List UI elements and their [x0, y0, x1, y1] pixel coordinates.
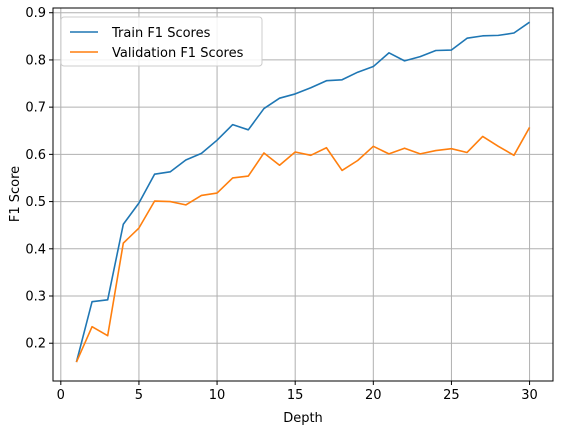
data-point-validation-f1-scores — [263, 152, 265, 154]
data-point-train-f1-scores — [310, 87, 312, 89]
data-point-validation-f1-scores — [185, 204, 187, 206]
data-point-validation-f1-scores — [200, 194, 202, 196]
data-point-validation-f1-scores — [325, 147, 327, 149]
series-line-validation-f1-scores — [75, 127, 531, 363]
data-point-validation-f1-scores — [91, 326, 93, 328]
data-point-train-f1-scores — [388, 52, 390, 54]
data-point-train-f1-scores — [356, 71, 358, 73]
x-axis-label: Depth — [283, 411, 323, 426]
data-point-train-f1-scores — [200, 152, 202, 154]
y-tick-label: 0.6 — [25, 148, 46, 163]
data-point-validation-f1-scores — [481, 135, 483, 137]
legend: Train F1 Scores Validation F1 Scores — [60, 16, 263, 67]
data-point-validation-f1-scores — [310, 154, 312, 156]
data-point-validation-f1-scores — [153, 200, 155, 202]
data-point-train-f1-scores — [294, 93, 296, 95]
y-axis-label: F1 Score — [8, 166, 23, 222]
data-point-validation-f1-scores — [403, 147, 405, 149]
legend-label-validation: Validation F1 Scores — [112, 46, 244, 61]
data-point-validation-f1-scores — [388, 153, 390, 155]
x-tick-label: 15 — [287, 388, 304, 403]
data-point-train-f1-scores — [435, 49, 437, 51]
axis-ticks: 0 5 10 15 20 25 30 0.2 0.3 0.4 0.5 0.6 0.7 0.8 0.9 — [25, 6, 538, 403]
y-tick-label: 0.4 — [25, 242, 46, 257]
data-point-train-f1-scores — [216, 139, 218, 141]
data-point-train-f1-scores — [513, 32, 515, 34]
data-point-train-f1-scores — [247, 129, 249, 131]
data-point-train-f1-scores — [450, 49, 452, 51]
data-point-train-f1-scores — [263, 107, 265, 109]
y-tick-label: 0.3 — [25, 290, 46, 305]
y-tick-label: 0.5 — [25, 195, 46, 210]
data-point-train-f1-scores — [341, 79, 343, 81]
data-point-validation-f1-scores — [216, 192, 218, 194]
data-point-validation-f1-scores — [450, 148, 452, 150]
legend-box — [60, 16, 263, 67]
data-point-train-f1-scores — [231, 123, 233, 125]
legend-label-train: Train F1 Scores — [111, 26, 211, 41]
data-point-train-f1-scores — [528, 21, 530, 23]
data-point-validation-f1-scores — [419, 153, 421, 155]
data-point-validation-f1-scores — [169, 200, 171, 202]
data-point-validation-f1-scores — [278, 164, 280, 166]
data-point-train-f1-scores — [106, 299, 108, 301]
y-tick-label: 0.9 — [25, 6, 46, 21]
data-point-train-f1-scores — [372, 65, 374, 67]
x-tick-label: 25 — [443, 388, 460, 403]
data-point-validation-f1-scores — [138, 227, 140, 229]
data-point-validation-f1-scores — [435, 149, 437, 151]
x-tick-label: 10 — [209, 388, 226, 403]
data-point-train-f1-scores — [138, 202, 140, 204]
y-tick-label: 0.7 — [25, 101, 46, 116]
data-point-train-f1-scores — [185, 159, 187, 161]
series-line-train-f1-scores — [75, 21, 531, 363]
data-point-train-f1-scores — [481, 35, 483, 37]
data-point-train-f1-scores — [466, 37, 468, 39]
y-tick-label: 0.2 — [25, 337, 46, 352]
x-tick-label: 0 — [57, 388, 65, 403]
x-tick-label: 5 — [135, 388, 143, 403]
grid — [53, 8, 553, 381]
data-point-validation-f1-scores — [106, 334, 108, 336]
data-point-validation-f1-scores — [294, 151, 296, 153]
data-point-train-f1-scores — [91, 300, 93, 302]
data-point-train-f1-scores — [497, 34, 499, 36]
plot-frame — [52, 7, 554, 382]
data-point-validation-f1-scores — [466, 151, 468, 153]
data-point-train-f1-scores — [153, 173, 155, 175]
data-point-validation-f1-scores — [341, 169, 343, 171]
data-point-validation-f1-scores — [356, 159, 358, 161]
data-point-validation-f1-scores — [513, 154, 515, 156]
data-point-validation-f1-scores — [372, 145, 374, 147]
data-point-train-f1-scores — [325, 80, 327, 82]
data-point-train-f1-scores — [169, 171, 171, 173]
x-tick-label: 20 — [365, 388, 382, 403]
data-point-validation-f1-scores — [75, 361, 77, 363]
data-point-train-f1-scores — [278, 97, 280, 99]
data-point-train-f1-scores — [419, 55, 421, 57]
data-point-validation-f1-scores — [247, 175, 249, 177]
series-lines — [75, 21, 531, 363]
data-point-validation-f1-scores — [231, 177, 233, 179]
data-point-validation-f1-scores — [497, 145, 499, 147]
x-tick-label: 30 — [521, 388, 538, 403]
y-tick-label: 0.8 — [25, 53, 46, 68]
data-point-validation-f1-scores — [122, 242, 124, 244]
data-point-train-f1-scores — [122, 223, 124, 225]
data-point-validation-f1-scores — [528, 126, 530, 128]
data-point-train-f1-scores — [403, 60, 405, 62]
